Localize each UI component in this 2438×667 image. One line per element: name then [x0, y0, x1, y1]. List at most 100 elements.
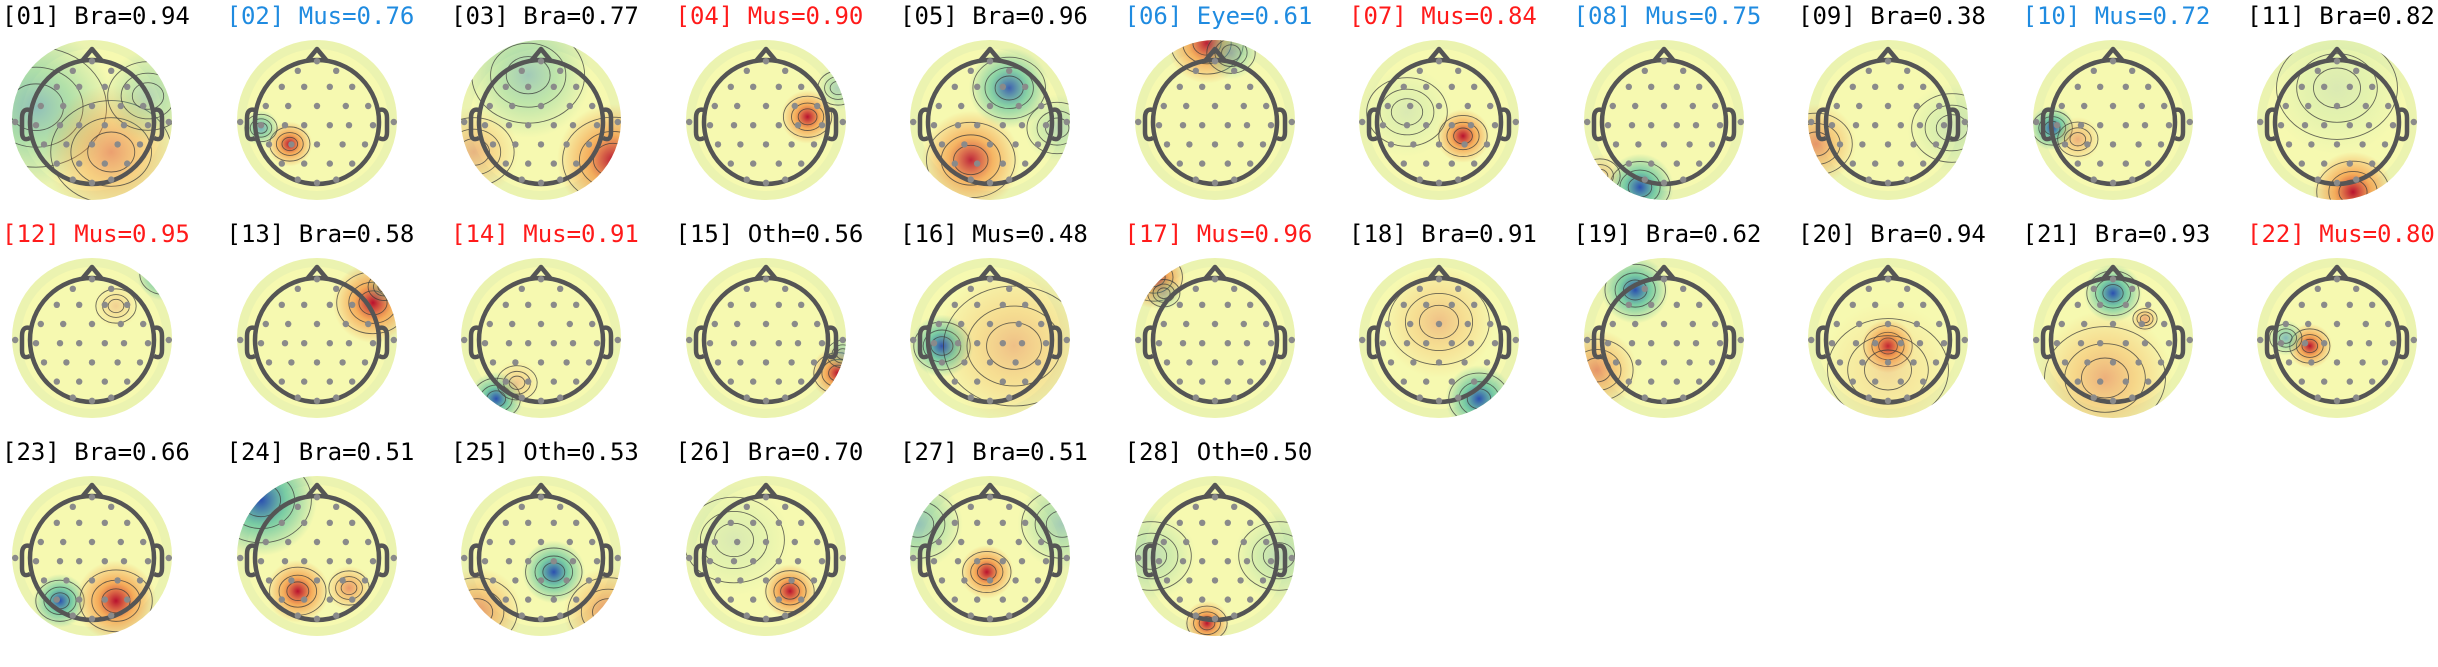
electrode-sensors	[461, 58, 621, 186]
component-cell: [21] Bra=0.93	[2021, 220, 2231, 430]
component-cell: [20] Bra=0.94	[1796, 220, 2006, 430]
electrode-sensors	[461, 276, 621, 404]
scalp-field	[685, 476, 846, 636]
scalp-field	[910, 476, 1070, 636]
topomap	[233, 470, 401, 638]
component-cell: [12] Mus=0.95	[0, 220, 210, 430]
component-cell: [15] Oth=0.56	[674, 220, 884, 430]
electrode-sensors	[12, 58, 172, 186]
component-label: [12] Mus=0.95	[2, 220, 190, 248]
scalp-field	[1583, 40, 1744, 200]
topomap	[457, 34, 625, 202]
scalp-field	[2032, 40, 2193, 200]
topomap	[8, 34, 176, 202]
electrode-sensors	[2257, 58, 2417, 186]
component-label: [05] Bra=0.96	[900, 2, 1088, 30]
component-cell: [17] Mus=0.96	[1123, 220, 1333, 430]
topomap	[457, 470, 625, 638]
electrode-sensors	[910, 276, 1070, 404]
component-label: [20] Bra=0.94	[1798, 220, 1986, 248]
electrode-sensors	[236, 58, 397, 186]
electrode-sensors	[2032, 276, 2193, 404]
component-label: [01] Bra=0.94	[2, 2, 190, 30]
scalp-field	[685, 40, 846, 200]
electrode-sensors	[12, 494, 172, 622]
topomap	[682, 252, 850, 420]
component-cell: [24] Bra=0.51	[225, 438, 435, 648]
electrode-sensors	[1134, 58, 1295, 186]
scalp-field	[1808, 258, 1968, 418]
scalp-field	[236, 258, 397, 418]
component-label: [04] Mus=0.90	[675, 2, 864, 30]
component-cell: [10] Mus=0.72	[2021, 2, 2231, 212]
scalp-field	[1359, 40, 1519, 200]
electrode-sensors	[685, 494, 846, 622]
component-cell: [26] Bra=0.70	[674, 438, 884, 648]
component-cell: [28] Oth=0.50	[1123, 438, 1333, 648]
component-cell: [07] Mus=0.84	[1347, 2, 1557, 212]
component-cell: [19] Bra=0.62	[1572, 220, 1782, 430]
component-label: [14] Mus=0.91	[451, 220, 639, 248]
topomap	[1804, 252, 1972, 420]
topomap	[1355, 252, 1523, 420]
electrode-sensors	[910, 494, 1070, 622]
topomap	[2253, 34, 2421, 202]
component-label: [16] Mus=0.48	[900, 220, 1088, 248]
component-label: [24] Bra=0.51	[226, 438, 415, 466]
topomap	[233, 34, 401, 202]
component-label: [21] Bra=0.93	[2022, 220, 2211, 248]
topomap	[1131, 252, 1299, 420]
electrode-sensors	[1359, 276, 1519, 404]
topomap	[457, 252, 625, 420]
topomap	[8, 470, 176, 638]
component-label: [17] Mus=0.96	[1124, 220, 1313, 248]
component-cell: [13] Bra=0.58	[225, 220, 435, 430]
electrode-sensors	[1134, 494, 1295, 622]
component-cell: [23] Bra=0.66	[0, 438, 210, 648]
electrode-sensors	[910, 58, 1070, 186]
component-cell: [27] Bra=0.51	[898, 438, 1108, 648]
electrode-sensors	[1134, 276, 1295, 404]
electrode-sensors	[1359, 58, 1519, 186]
topomap	[2253, 252, 2421, 420]
scalp-field	[236, 476, 397, 636]
component-cell: [05] Bra=0.96	[898, 2, 1108, 212]
component-label: [26] Bra=0.70	[675, 438, 864, 466]
component-label: [15] Oth=0.56	[675, 220, 864, 248]
topomap	[1580, 252, 1748, 420]
electrode-sensors	[2032, 58, 2193, 186]
electrode-sensors	[12, 276, 172, 404]
topomap	[1131, 34, 1299, 202]
electrode-sensors	[461, 494, 621, 622]
component-cell: [08] Mus=0.75	[1572, 2, 1782, 212]
component-label: [18] Bra=0.91	[1349, 220, 1537, 248]
component-label: [13] Bra=0.58	[226, 220, 415, 248]
component-cell: [14] Mus=0.91	[449, 220, 659, 430]
scalp-field	[910, 258, 1070, 418]
topomap	[2029, 252, 2197, 420]
component-cell: [03] Bra=0.77	[449, 2, 659, 212]
topomap	[1355, 34, 1523, 202]
component-label: [07] Mus=0.84	[1349, 2, 1537, 30]
component-cell: [11] Bra=0.82	[2245, 2, 2438, 212]
topomap	[682, 34, 850, 202]
electrode-sensors	[685, 276, 846, 404]
topomap	[906, 252, 1074, 420]
topomap	[233, 252, 401, 420]
component-cell: [22] Mus=0.80	[2245, 220, 2438, 430]
component-label: [19] Bra=0.62	[1573, 220, 1762, 248]
electrode-sensors	[1808, 58, 1968, 186]
electrode-sensors	[1808, 276, 1968, 404]
electrode-sensors	[2257, 276, 2417, 404]
electrode-sensors	[685, 58, 846, 186]
scalp-field	[910, 40, 1070, 200]
component-label: [27] Bra=0.51	[900, 438, 1088, 466]
electrode-sensors	[1583, 58, 1744, 186]
topomap	[2029, 34, 2197, 202]
electrode-sensors	[1583, 276, 1744, 404]
topomap	[682, 470, 850, 638]
electrode-sensors	[236, 276, 397, 404]
component-cell: [16] Mus=0.48	[898, 220, 1108, 430]
topomap	[1131, 470, 1299, 638]
